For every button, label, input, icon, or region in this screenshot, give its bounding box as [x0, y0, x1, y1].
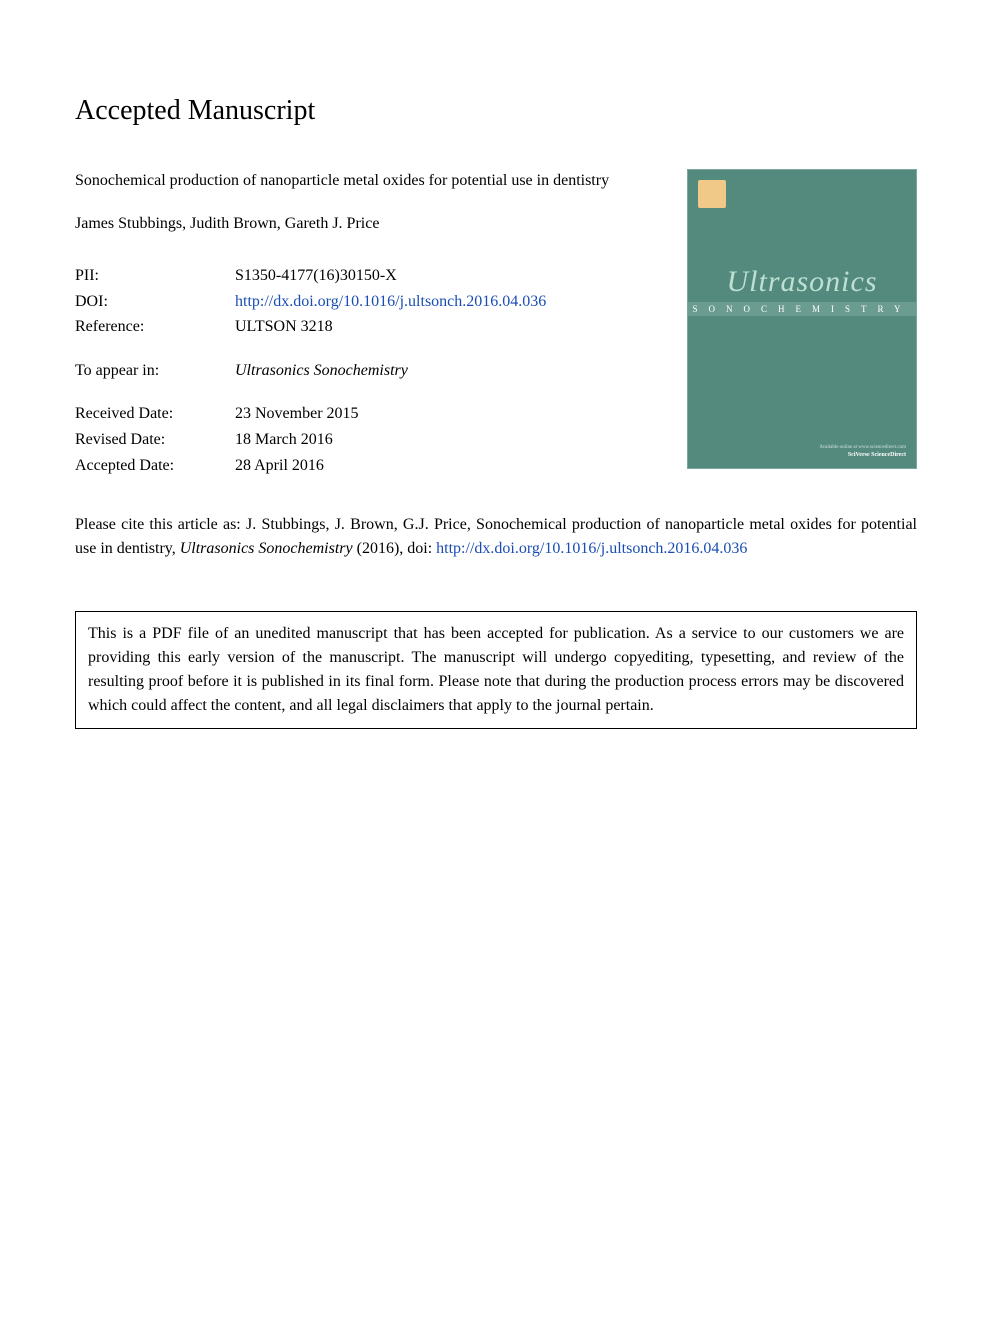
page-container: Accepted Manuscript Sonochemical product…: [0, 0, 992, 729]
meta-row-doi: DOI: http://dx.doi.org/10.1016/j.ultsonc…: [75, 289, 667, 315]
meta-label-received: Received Date:: [75, 401, 235, 427]
meta-value-reference: ULTSON 3218: [235, 314, 667, 340]
meta-label-appear: To appear in:: [75, 358, 235, 384]
disclaimer-box: This is a PDF file of an unedited manusc…: [75, 611, 917, 729]
metadata-table: PII: S1350-4177(16)30150-X DOI: http://d…: [75, 263, 667, 478]
meta-row-appear: To appear in: Ultrasonics Sonochemistry: [75, 358, 667, 384]
meta-row-received: Received Date: 23 November 2015: [75, 401, 667, 427]
citation-doi-link[interactable]: http://dx.doi.org/10.1016/j.ultsonch.201…: [436, 540, 747, 557]
left-column: Sonochemical production of nanoparticle …: [75, 169, 667, 478]
meta-gap: [75, 340, 667, 358]
meta-value-revised: 18 March 2016: [235, 427, 667, 453]
cover-footer: Available online at www.sciencedirect.co…: [698, 445, 906, 458]
meta-value-doi-link[interactable]: http://dx.doi.org/10.1016/j.ultsonch.201…: [235, 289, 667, 315]
meta-value-accepted: 28 April 2016: [235, 453, 667, 479]
meta-label-accepted: Accepted Date:: [75, 453, 235, 479]
meta-row-reference: Reference: ULTSON 3218: [75, 314, 667, 340]
meta-label-reference: Reference:: [75, 314, 235, 340]
content-row: Sonochemical production of nanoparticle …: [75, 169, 917, 478]
accepted-manuscript-heading: Accepted Manuscript: [75, 95, 917, 127]
meta-row-accepted: Accepted Date: 28 April 2016: [75, 453, 667, 479]
meta-value-received: 23 November 2015: [235, 401, 667, 427]
meta-row-pii: PII: S1350-4177(16)30150-X: [75, 263, 667, 289]
meta-label-doi: DOI:: [75, 289, 235, 315]
meta-row-revised: Revised Date: 18 March 2016: [75, 427, 667, 453]
cover-footer-availability: Available online at www.sciencedirect.co…: [698, 445, 906, 450]
elsevier-logo-icon: [698, 180, 726, 208]
cover-journal-subtitle: SONOCHEMISTRY: [688, 302, 916, 316]
authors: James Stubbings, Judith Brown, Gareth J.…: [75, 215, 667, 233]
citation-year: (2016), doi:: [353, 540, 437, 557]
meta-value-appear: Ultrasonics Sonochemistry: [235, 358, 667, 384]
journal-cover-thumbnail: Ultrasonics SONOCHEMISTRY Available onli…: [687, 169, 917, 469]
citation-paragraph: Please cite this article as: J. Stubbing…: [75, 513, 917, 561]
citation-journal: Ultrasonics Sonochemistry: [180, 540, 353, 557]
disclaimer-text: This is a PDF file of an unedited manusc…: [88, 625, 904, 714]
article-title: Sonochemical production of nanoparticle …: [75, 169, 615, 193]
meta-label-pii: PII:: [75, 263, 235, 289]
meta-gap: [75, 383, 667, 401]
meta-label-revised: Revised Date:: [75, 427, 235, 453]
cover-journal-title: Ultrasonics: [688, 265, 916, 299]
meta-value-pii: S1350-4177(16)30150-X: [235, 263, 667, 289]
cover-footer-sciencedirect: SciVerse ScienceDirect: [698, 452, 906, 458]
